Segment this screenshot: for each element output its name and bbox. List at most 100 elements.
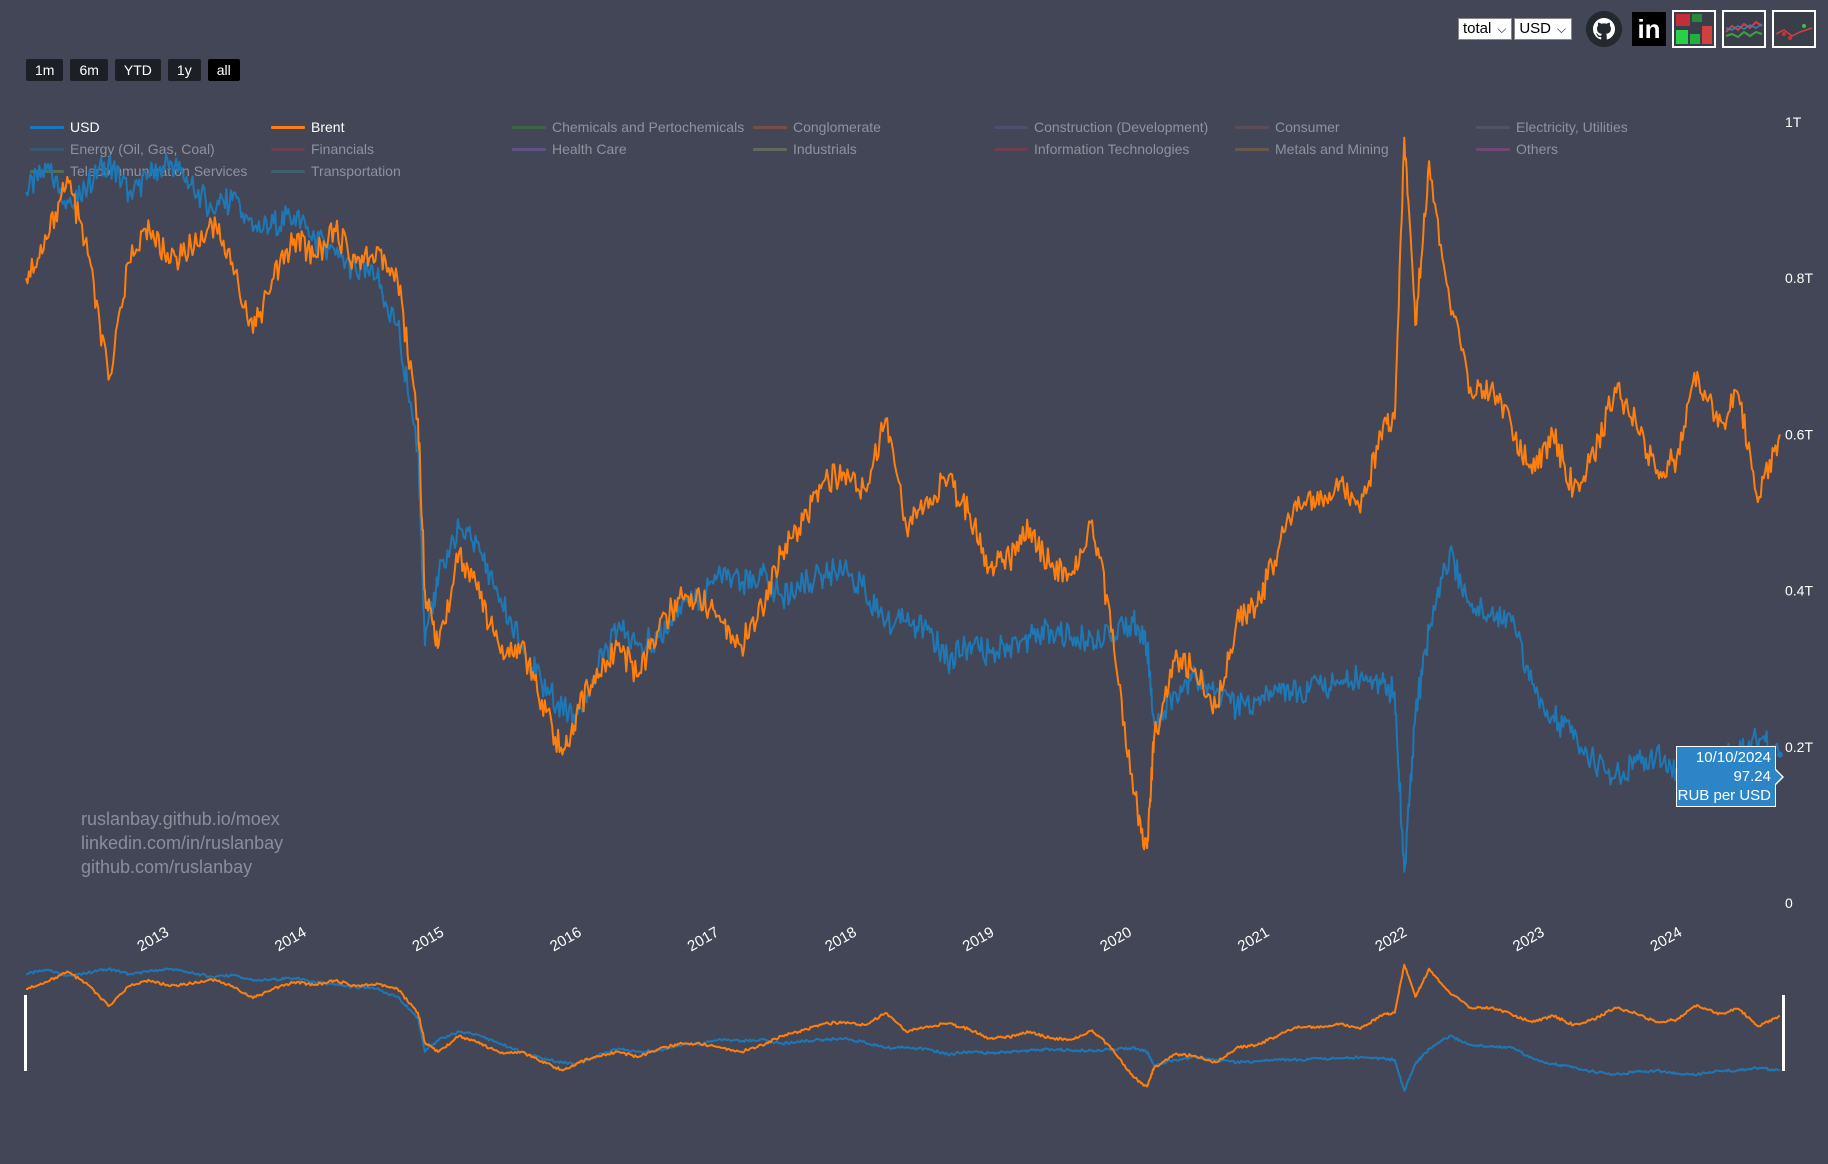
legend-item[interactable]: Industrials: [753, 140, 994, 158]
top-controls: total ⌵ USD ⌵ in: [1457, 10, 1816, 48]
watermark: ruslanbay.github.io/moex linkedin.com/in…: [81, 807, 283, 879]
legend-swatch: [1476, 125, 1510, 129]
mode-select-value: total: [1462, 20, 1492, 37]
watermark-line: github.com/ruslanbay: [81, 857, 253, 877]
y-tick-label: 0.8T: [1785, 270, 1813, 286]
hover-point: [1776, 751, 1783, 758]
range-handle-left[interactable]: [24, 995, 27, 1071]
legend-label: Electricity, Utilities: [1516, 119, 1628, 135]
legend-item[interactable]: Electricity, Utilities: [1476, 118, 1717, 136]
hover-tooltip: 10/10/2024 97.24 RUB per USD: [1676, 746, 1784, 807]
legend-label: Information Technologies: [1034, 141, 1190, 157]
legend-swatch: [30, 125, 64, 129]
x-tick-label: 2022: [1372, 924, 1409, 955]
legend-item[interactable]: Energy (Oil, Gas, Coal): [30, 140, 271, 158]
x-tick-label: 2013: [134, 924, 171, 955]
legend-item[interactable]: Transportation: [271, 162, 512, 180]
legend-item[interactable]: Metals and Mining: [1235, 140, 1476, 158]
range-button-6m[interactable]: 6m: [70, 59, 108, 81]
legend-swatch: [753, 147, 787, 151]
tooltip-unit: RUB per USD: [1677, 787, 1771, 804]
watermark-line: ruslanbay.github.io/moex: [81, 809, 280, 829]
legend-item[interactable]: Information Technologies: [994, 140, 1235, 158]
legend-item[interactable]: Conglomerate: [753, 118, 994, 136]
legend-swatch: [512, 147, 546, 151]
series-line-usd[interactable]: [25, 153, 1781, 873]
legend-swatch: [30, 169, 64, 173]
chevron-down-icon: ⌵: [1497, 22, 1507, 36]
range-button-all[interactable]: all: [207, 59, 240, 81]
legend-label: Conglomerate: [793, 119, 881, 135]
y-tick-label: 0.6T: [1785, 426, 1813, 442]
legend-label: Transportation: [311, 163, 401, 179]
legend-label: Energy (Oil, Gas, Coal): [70, 141, 215, 157]
range-button-1m[interactable]: 1m: [26, 59, 64, 81]
legend-swatch: [1235, 125, 1269, 129]
x-tick-label: 2017: [685, 924, 722, 955]
legend-label: Industrials: [793, 141, 857, 157]
x-tick-label: 2021: [1235, 924, 1272, 955]
tooltip-value: 97.24: [1733, 768, 1771, 785]
currency-select[interactable]: USD ⌵: [1514, 18, 1572, 40]
navigator-line-usd: [25, 967, 1781, 1092]
legend-item[interactable]: USD: [30, 118, 271, 136]
legend-swatch: [271, 147, 305, 151]
range-button-ytd[interactable]: YTD: [114, 59, 161, 81]
legend-swatch: [994, 147, 1028, 151]
legend-item[interactable]: Construction (Development): [994, 118, 1235, 136]
legend-label: Consumer: [1275, 119, 1340, 135]
legend-item[interactable]: Brent: [271, 118, 512, 136]
legend-item[interactable]: Financials: [271, 140, 512, 158]
legend-swatch: [512, 125, 546, 129]
range-navigator[interactable]: [24, 963, 1785, 1092]
legend-item[interactable]: Consumer: [1235, 118, 1476, 136]
linkedin-icon[interactable]: in: [1632, 12, 1666, 46]
github-icon[interactable]: [1586, 11, 1622, 47]
x-tick-label: 2020: [1097, 924, 1134, 955]
legend-swatch: [271, 125, 305, 129]
legend-label: Others: [1516, 141, 1559, 157]
y-axis: 0 0.2T 0.4T 0.6T 0.8T 1T: [1785, 114, 1813, 911]
legend-label: Brent: [311, 119, 345, 135]
y-tick-label: 0: [1785, 895, 1793, 911]
series-line-brent[interactable]: [25, 136, 1781, 851]
scatter-thumbnail[interactable]: [1772, 10, 1816, 48]
plot-area[interactable]: [25, 136, 1783, 873]
x-tick-label: 2024: [1648, 924, 1685, 955]
history-thumbnail[interactable]: [1722, 10, 1766, 48]
legend-label: Chemicals and Pertochemicals: [552, 119, 745, 135]
y-tick-label: 0.4T: [1785, 583, 1813, 599]
x-tick-label: 2016: [547, 924, 584, 955]
y-tick-label: 0.2T: [1785, 739, 1813, 755]
x-tick-label: 2014: [272, 924, 309, 955]
legend-item[interactable]: Chemicals and Pertochemicals: [512, 118, 753, 136]
legend-swatch: [994, 125, 1028, 129]
y-tick-label: 1T: [1785, 114, 1802, 130]
mode-select[interactable]: total ⌵: [1457, 18, 1513, 40]
legend-label: Metals and Mining: [1275, 141, 1389, 157]
legend-swatch: [753, 125, 787, 129]
x-tick-label: 2019: [960, 924, 997, 955]
legend-label: Health Care: [552, 141, 627, 157]
x-tick-label: 2023: [1510, 924, 1547, 955]
navigator-line-brent: [25, 963, 1781, 1088]
tooltip-date: 10/10/2024: [1695, 749, 1771, 766]
treemap-thumbnail[interactable]: [1672, 10, 1716, 48]
x-axis: 2013 2014 2015 2016 2017 2018 2019 2020 2021 2022…: [134, 924, 1685, 955]
legend-label: Financials: [311, 141, 375, 157]
legend-swatch: [271, 169, 305, 173]
range-selector: 1m 6m YTD 1y all: [26, 59, 240, 81]
legend-swatch: [30, 147, 64, 151]
legend-label: USD: [70, 119, 100, 135]
x-tick-label: 2015: [410, 924, 447, 955]
range-handle-right[interactable]: [1782, 995, 1785, 1071]
tooltip-arrow-icon: [1775, 769, 1784, 785]
legend-label: Construction (Development): [1034, 119, 1209, 135]
legend-swatch: [1235, 147, 1269, 151]
chevron-down-icon: ⌵: [1556, 22, 1566, 36]
x-tick-label: 2018: [822, 924, 859, 955]
legend-item[interactable]: Others: [1476, 140, 1717, 158]
legend-item[interactable]: Health Care: [512, 140, 753, 158]
range-button-1y[interactable]: 1y: [167, 59, 201, 81]
